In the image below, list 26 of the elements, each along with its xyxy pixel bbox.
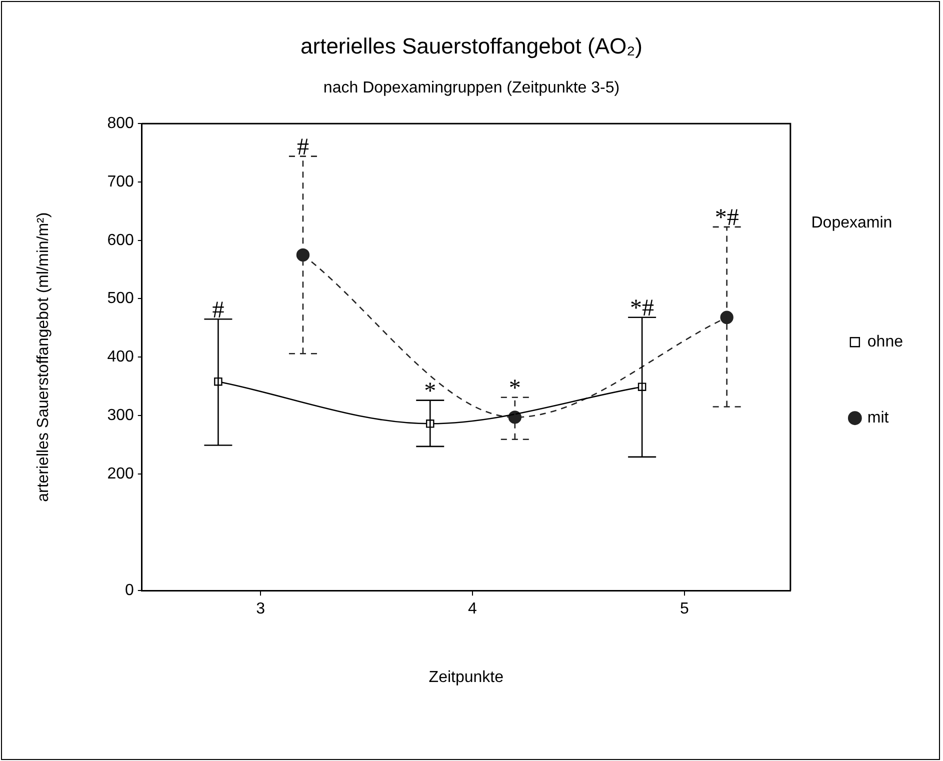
y-tick-label: 600 [107,232,134,249]
chart-subtitle: nach Dopexamingruppen (Zeitpunkte 3-5) [323,79,620,96]
annotation: *# [714,205,739,232]
y-axis-title: arterielles Sauerstoffangebot (ml/min/m²) [35,212,52,502]
y-tick-label: 0 [124,582,134,600]
annotation: * [508,376,521,402]
y-tick-label: 300 [107,406,134,424]
point [296,248,310,262]
y-tick-label: 800 [107,115,134,132]
x-tick-label: 3 [256,600,266,618]
y-tick-label: 200 [107,465,134,482]
legend-label: mit [867,410,890,427]
x-tick-label: 5 [680,600,689,618]
y-tick-label: 400 [107,348,134,366]
y-tick-label: 700 [107,173,134,190]
annotation: # [296,134,309,161]
legend-label: ohne [867,334,904,351]
x-tick-label: 4 [468,600,478,618]
legend-title: Dopexamin [811,214,892,232]
annotation: *# [630,296,654,322]
point [720,310,734,324]
chart-title: arterielles Sauerstoffangebot (AO₂) [300,33,642,58]
y-tick-label: 500 [107,290,134,308]
annotation: # [212,297,224,324]
x-axis-title: Zeitpunkte [428,668,504,686]
annotation: * [424,378,436,405]
